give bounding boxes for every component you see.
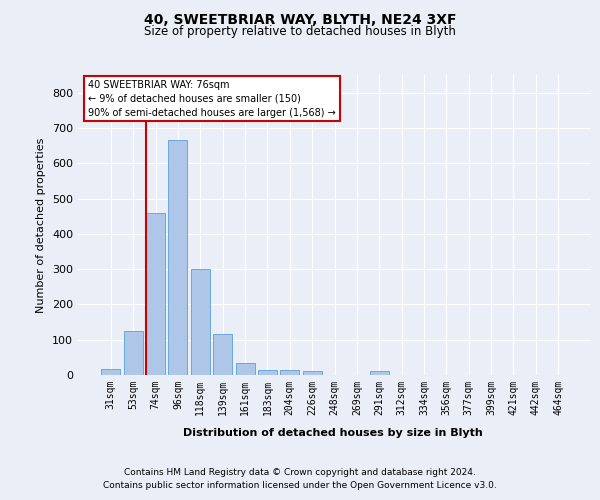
- Bar: [236, 364, 254, 375]
- Text: 40, SWEETBRIAR WAY, BLYTH, NE24 3XF: 40, SWEETBRIAR WAY, BLYTH, NE24 3XF: [144, 12, 456, 26]
- Bar: [213, 334, 232, 375]
- Y-axis label: Number of detached properties: Number of detached properties: [37, 138, 46, 312]
- Bar: [146, 212, 165, 375]
- Text: Contains HM Land Registry data © Crown copyright and database right 2024.: Contains HM Land Registry data © Crown c…: [124, 468, 476, 477]
- Text: Contains public sector information licensed under the Open Government Licence v3: Contains public sector information licen…: [103, 482, 497, 490]
- Bar: [169, 140, 187, 375]
- Bar: [258, 370, 277, 375]
- Bar: [124, 331, 143, 375]
- Bar: [101, 368, 121, 375]
- Text: 40 SWEETBRIAR WAY: 76sqm
← 9% of detached houses are smaller (150)
90% of semi-d: 40 SWEETBRIAR WAY: 76sqm ← 9% of detache…: [88, 80, 336, 118]
- Bar: [191, 269, 210, 375]
- Text: Distribution of detached houses by size in Blyth: Distribution of detached houses by size …: [183, 428, 483, 438]
- Text: Size of property relative to detached houses in Blyth: Size of property relative to detached ho…: [144, 25, 456, 38]
- Bar: [370, 372, 389, 375]
- Bar: [302, 372, 322, 375]
- Bar: [280, 370, 299, 375]
